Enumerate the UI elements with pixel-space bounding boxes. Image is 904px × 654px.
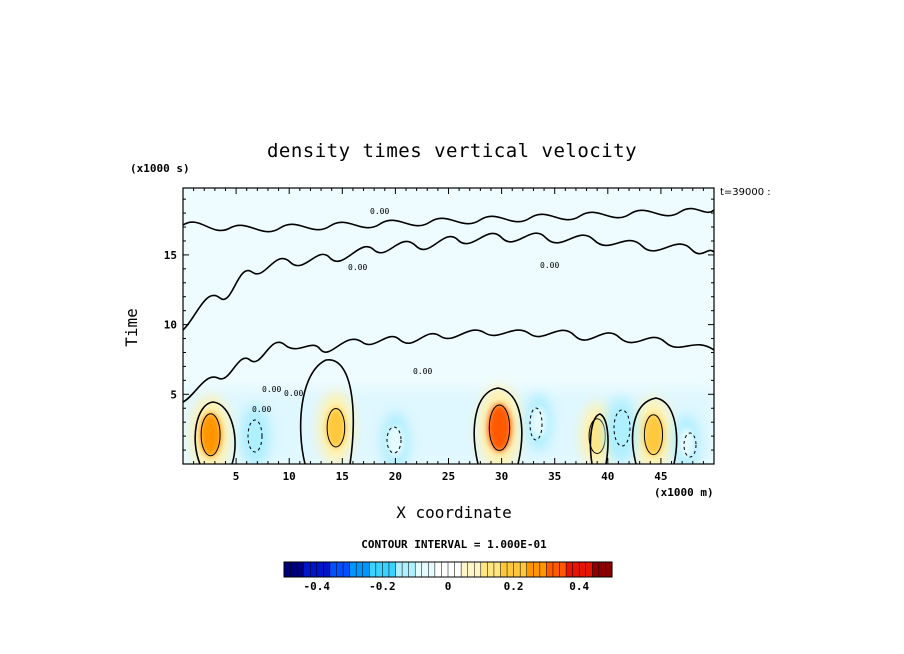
colorbar-tick-label: 0.2 [504,580,524,593]
time-stamp-label: t=39000 : [720,187,771,198]
colorbar-segment [349,561,357,578]
colorbar-segment [493,561,502,578]
axis-ticks: 5 10 15 20 25 30 35 40 45 5 10 15 [164,188,714,483]
negative-cell-core-5 [246,419,264,453]
positive-contour-0 [200,413,221,457]
y-tick-label: 10 [164,319,177,332]
x-tick-label: 40 [601,470,614,483]
colorbar-segment [342,561,351,578]
colorbar-segment [519,561,528,578]
positive-contour-2 [488,404,511,452]
x-tick-label: 15 [336,470,349,483]
contour-label: 0.00 [540,261,559,270]
colorbar-segment [323,561,331,578]
positive-cell-core-2 [487,403,512,452]
positive-contour-4 [643,414,664,456]
colorbar-segment [355,561,364,578]
colorbar-segment [546,561,554,578]
colorbar-segment [480,561,488,578]
colorbar-segment [388,561,397,578]
y-tick-label: 5 [170,388,177,401]
colorbar-segment [441,561,449,578]
x-tick-label: 20 [389,470,402,483]
colorbar-segment [513,561,521,578]
positive-cell-core-0 [199,412,222,457]
colorbar-segment [369,561,377,578]
colorbar-segment [283,561,292,578]
colorbar-segment [500,561,508,578]
colorbar-segment [309,561,318,578]
contour-label: 0.00 [348,263,367,272]
negative-contours [247,407,697,458]
x-tick-label: 10 [283,470,296,483]
positive-contour-1 [326,408,346,448]
colorbar-segment [605,561,613,578]
colorbar-segment [565,561,574,578]
colorbar-segment [382,561,390,578]
colorbar-segment [585,561,593,578]
colorbar-segment [572,561,580,578]
chart-title: density times vertical velocity [266,140,638,162]
contour-interval-note: CONTOUR INTERVAL = 1.000E-01 [361,538,547,551]
colorbar-segment [408,561,416,578]
x-tick-label: 25 [442,470,455,483]
colorbar-segment [336,561,344,578]
colorbar: -0.4 -0.2 0 0.2 0.4 [283,561,613,593]
colorbar-segment [506,561,515,578]
y-axis-unit-label: (x1000 s) [130,162,190,175]
contour-label: 0.00 [370,207,389,216]
colorbar-segment [473,561,482,578]
colorbar-segment [395,561,403,578]
x-tick-label: 30 [495,470,508,483]
positive-cell-core-4 [643,413,664,456]
colorbar-segment [401,561,410,578]
x-tick-label: 35 [548,470,561,483]
colorbar-segment [414,561,423,578]
colorbar-segment [578,561,587,578]
colorbar-tick-label: 0 [445,580,452,593]
colorbar-segment [526,561,534,578]
colorbar-segment [460,561,469,578]
x-tick-label: 45 [654,470,667,483]
y-tick-label: 15 [164,249,177,262]
colorbar-tick-label: -0.4 [304,580,331,593]
colorbar-segment [290,561,298,578]
colorbar-segment [454,561,462,578]
colorbar-segment [487,561,495,578]
colorbar-segment [539,561,547,578]
colorbar-segment [329,561,338,578]
colorbar-segment [559,561,567,578]
colorbar-segment [533,561,541,578]
contour-label: 0.00 [413,367,432,376]
x-tick-label: 5 [233,470,240,483]
colorbar-segment [362,561,370,578]
colorbar-segment [598,561,606,578]
colorbar-segment [303,561,311,578]
colorbar-segment [428,561,436,578]
negative-cell-core-6 [387,425,404,458]
contour-label: 0.00 [284,389,303,398]
colorbar-segment [447,561,456,578]
colorbar-segment [552,561,561,578]
colorbar-segment [296,561,305,578]
colorbar-segment [421,561,429,578]
contour-label: 0.00 [252,405,271,414]
colorbar-segment [375,561,383,578]
negative-cell-core-7 [531,406,547,438]
colorbar-segment [434,561,442,578]
positive-cell-core-1 [325,407,346,448]
colorbar-tick-label: -0.2 [369,580,396,593]
negative-cell-core-8 [611,412,630,449]
colorbar-frame [283,561,613,578]
zero-contours [183,207,714,464]
x-axis-unit-label: (x1000 m) [654,486,714,499]
colorbar-tick-label: 0.4 [569,580,589,593]
negative-cell-core-9 [678,427,694,459]
colorbar-segment [467,561,475,578]
x-axis-title: X coordinate [396,503,512,522]
contour-label: 0.00 [262,385,281,394]
colorbar-segment [592,561,600,578]
colorbar-segment [316,561,324,578]
